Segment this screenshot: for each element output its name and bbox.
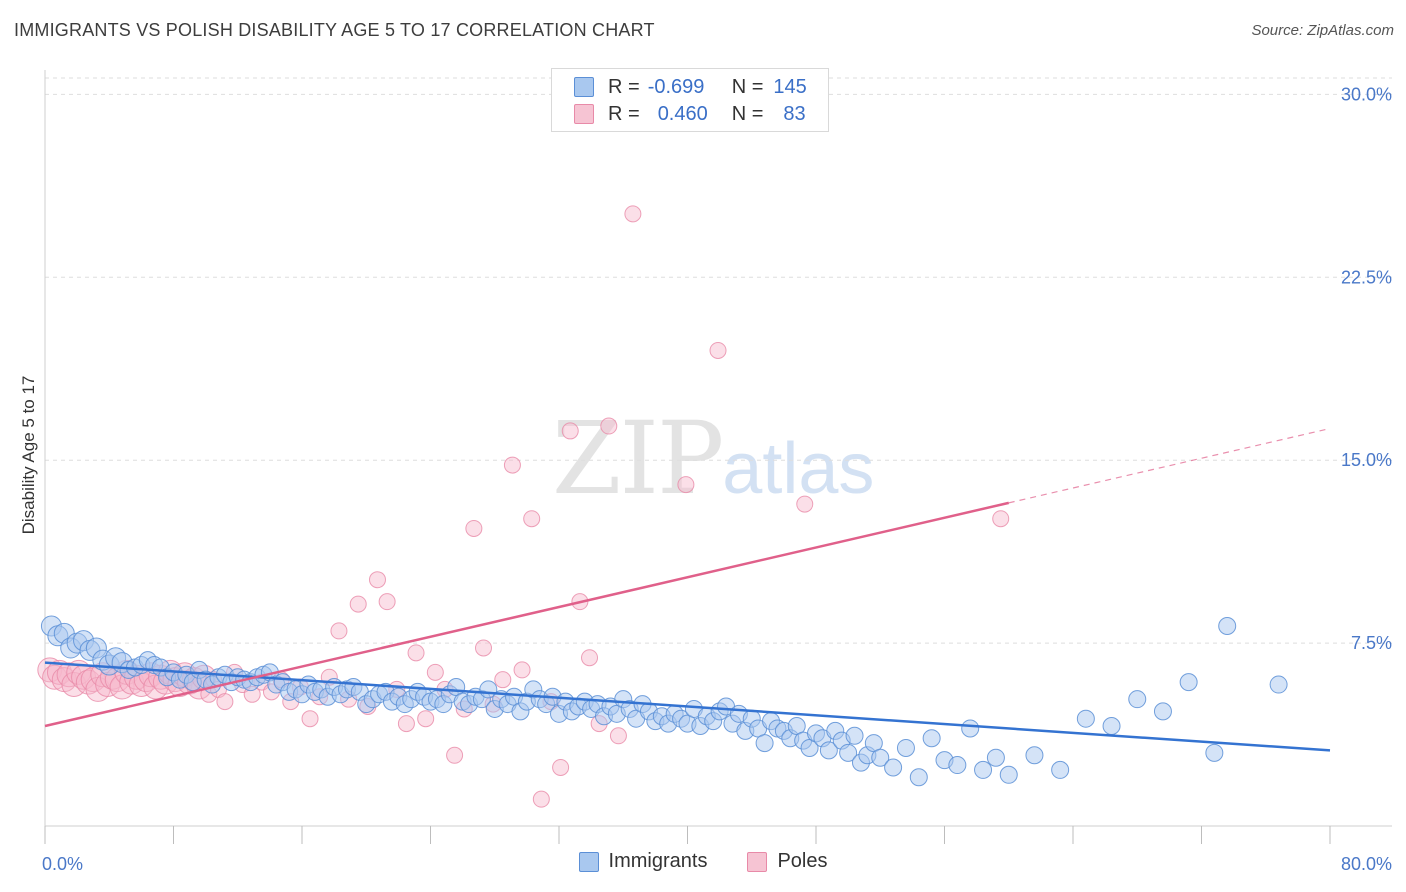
immigrants-point [1179,673,1198,692]
immigrants-point [1076,709,1095,728]
y-tick-label-3: 30.0% [1341,84,1392,104]
poles-point [581,649,599,667]
legend: R = -0.699 N = 145 R = 0.460 N = 83 [551,68,829,132]
immigrants-point [961,719,980,738]
watermark: ZIPatlas [552,400,874,517]
source-label: Source: ZipAtlas.com [1251,22,1394,39]
legend-poles-n-label: N = [731,102,764,125]
immigrants-point [845,726,864,745]
legend-swatch-immigrants [574,77,594,97]
immigrants-point [839,743,858,762]
immigrants-point [922,729,941,748]
legend-immigrants-r-label: R = [608,75,640,98]
legend-immigrants-n-label: N = [731,75,764,98]
poles-point [426,663,444,681]
poles-point [609,727,627,745]
immigrants-point [1102,717,1121,736]
x-tick-label-1: 80.0% [1341,854,1392,874]
poles-point [709,341,727,359]
poles-point [330,622,348,640]
poles-point [349,595,367,613]
legend-immigrants-n-value: 145 [773,75,807,98]
poles-point [301,710,319,728]
poles-point [523,510,541,528]
y-axis-label: Disability Age 5 to 17 [19,376,38,535]
bottom-legend-immigrants: Immigrants [578,850,708,873]
immigrants-point [1205,743,1224,762]
legend-poles-n-value: 83 [783,102,806,125]
immigrants-point [896,738,915,757]
immigrants-point [871,748,890,767]
bottom-legend: Immigrants Poles [0,850,1406,873]
poles-point [532,790,550,808]
legend-swatch-poles [574,104,594,124]
y-tick-label-1: 15.0% [1341,450,1392,470]
immigrants-point [819,741,838,760]
poles-point [677,476,695,494]
trend-lines [44,427,1331,752]
immigrants-point [1153,702,1172,721]
immigrants-point [755,734,774,753]
poles-point [465,519,483,537]
immigrants-point [974,760,993,779]
watermark-zip: ZIP [552,400,724,517]
poles-point [378,593,396,611]
poles-point [513,661,531,679]
poles-point [397,715,415,733]
bottom-legend-swatch-immigrants [578,851,599,872]
bottom-legend-poles: Poles [747,850,827,873]
immigrants-point [909,768,928,787]
immigrants-point [948,756,967,775]
poles-point [407,644,425,662]
bottom-legend-immigrants-label: Immigrants [608,850,708,872]
poles-point [503,456,521,474]
immigrants-point [999,765,1018,784]
poles-point [475,639,493,657]
chart-title: IMMIGRANTS VS POLISH DISABILITY AGE 5 TO… [14,20,655,40]
axes [44,70,1392,844]
poles-point [561,422,579,440]
poles-point [417,710,435,728]
legend-row-immigrants: R = -0.699 N = 145 [574,74,807,100]
poles-point [494,671,512,689]
poles-point [552,758,570,776]
poles-point [216,693,234,711]
legend-row-poles: R = 0.460 N = 83 [574,101,806,127]
immigrants-point [884,758,903,777]
poles-trend-line-extension [1008,427,1331,504]
immigrants-point [1051,760,1070,779]
grid [45,77,1392,644]
poles-point [446,746,464,764]
watermark-atlas: atlas [722,429,875,509]
immigrants-point [1128,690,1147,709]
y-tick-label-2: 22.5% [1341,267,1392,287]
legend-poles-r-label: R = [608,102,640,125]
tick-labels: 7.5% 15.0% 22.5% 30.0% 0.0% 80.0% [42,84,1392,874]
legend-immigrants-r-value: -0.699 [647,75,705,98]
poles-point [796,495,814,513]
legend-poles-r-value: 0.460 [657,102,708,125]
immigrants-point [1269,675,1288,694]
y-tick-label-0: 7.5% [1351,633,1392,653]
poles-point [368,571,386,589]
bottom-legend-swatch-poles [747,851,768,872]
poles-trend-line [44,501,1010,728]
poles-point [992,510,1010,528]
immigrants-point [986,748,1005,767]
bottom-legend-poles-label: Poles [777,850,828,872]
immigrants-point [1218,617,1237,636]
poles-point [624,205,642,223]
x-tick-label-0: 0.0% [42,854,83,874]
immigrants-point [1025,746,1044,765]
poles-point [600,417,618,435]
